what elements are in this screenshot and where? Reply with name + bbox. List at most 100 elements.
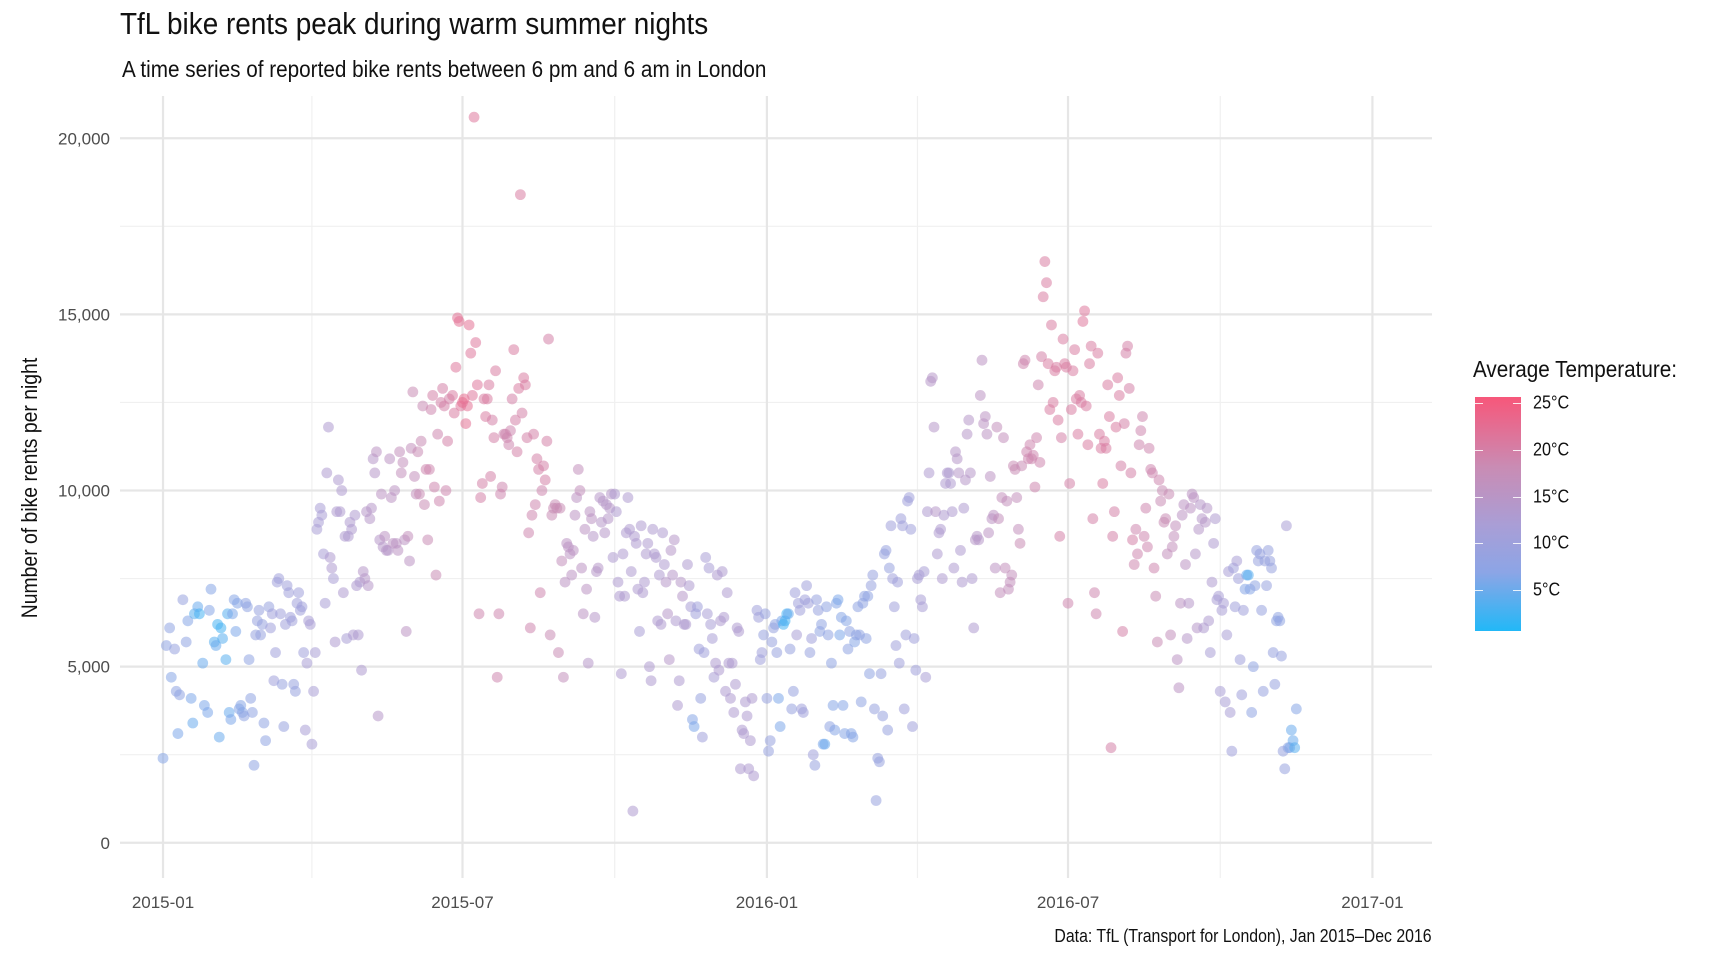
data-point xyxy=(1237,604,1249,616)
data-point xyxy=(577,608,589,620)
data-point xyxy=(903,492,915,503)
data-point xyxy=(1165,629,1176,641)
legend-label: 20°C xyxy=(1533,439,1570,460)
data-point xyxy=(905,523,917,535)
data-point xyxy=(1137,411,1148,422)
data-point xyxy=(806,633,817,644)
data-point xyxy=(157,752,169,764)
data-point xyxy=(816,618,827,630)
data-point xyxy=(840,615,852,627)
data-point xyxy=(1249,580,1261,592)
data-point xyxy=(706,633,718,644)
data-point xyxy=(364,513,376,525)
data-point xyxy=(336,485,348,496)
data-point xyxy=(1055,432,1067,444)
data-point xyxy=(650,552,662,563)
data-point xyxy=(923,467,935,479)
data-point xyxy=(956,576,968,588)
data-point xyxy=(1206,576,1218,588)
data-point xyxy=(860,633,872,644)
data-point xyxy=(369,467,381,479)
data-point xyxy=(248,759,260,771)
data-point xyxy=(589,611,601,623)
y-tick-label: 15,000 xyxy=(58,305,110,324)
data-point xyxy=(409,471,420,482)
data-point xyxy=(283,587,295,599)
data-point xyxy=(1024,439,1036,451)
data-point xyxy=(1219,696,1231,708)
data-point xyxy=(553,647,564,658)
data-point xyxy=(1146,467,1158,479)
data-point xyxy=(1054,530,1066,542)
data-point xyxy=(210,640,222,651)
data-point xyxy=(758,629,769,641)
data-point xyxy=(885,520,897,532)
data-point xyxy=(1089,587,1100,599)
data-point xyxy=(1234,654,1246,666)
data-point xyxy=(362,580,374,592)
data-point xyxy=(953,467,965,479)
data-point xyxy=(243,654,255,666)
data-point xyxy=(882,724,894,736)
data-point xyxy=(334,506,346,518)
data-point xyxy=(1226,745,1238,757)
data-point xyxy=(1113,390,1125,401)
x-tick-label: 2015-01 xyxy=(132,893,194,912)
data-point xyxy=(610,506,622,518)
data-point xyxy=(1112,372,1124,384)
chart-subtitle: A time series of reported bike rents bet… xyxy=(122,56,767,82)
data-point xyxy=(963,414,975,426)
data-point xyxy=(557,671,569,683)
data-point xyxy=(1087,513,1099,525)
y-tick-label: 5,000 xyxy=(67,658,110,677)
data-point xyxy=(417,400,429,412)
data-point xyxy=(308,685,319,697)
data-point xyxy=(366,502,377,514)
data-point xyxy=(660,576,672,588)
data-point xyxy=(705,618,717,630)
data-point xyxy=(574,485,586,496)
data-point xyxy=(783,608,794,620)
data-point xyxy=(1229,601,1241,613)
data-point xyxy=(463,319,475,331)
data-point xyxy=(389,485,401,496)
data-point xyxy=(1047,397,1059,408)
data-point xyxy=(1209,513,1221,525)
data-point xyxy=(203,604,215,616)
legend-tick xyxy=(1513,543,1521,545)
data-point xyxy=(544,629,556,641)
data-point xyxy=(539,474,551,486)
data-point xyxy=(428,481,440,493)
data-point xyxy=(946,506,958,518)
data-point xyxy=(1062,597,1074,609)
data-point xyxy=(673,675,685,687)
data-point xyxy=(174,689,185,701)
data-point xyxy=(1085,340,1097,352)
legend-label: 25°C xyxy=(1533,392,1570,413)
data-point xyxy=(721,587,733,599)
data-point xyxy=(801,580,813,592)
data-point xyxy=(514,189,526,201)
data-point xyxy=(182,615,194,627)
data-point xyxy=(471,379,483,391)
data-point xyxy=(943,467,955,479)
data-point xyxy=(486,414,498,426)
data-point xyxy=(422,534,434,546)
data-point xyxy=(976,354,988,366)
data-point xyxy=(1155,495,1167,507)
data-point xyxy=(1037,291,1049,303)
data-point xyxy=(961,428,973,440)
data-point xyxy=(1142,541,1153,553)
data-point xyxy=(473,608,485,620)
data-point xyxy=(612,576,624,588)
data-point xyxy=(700,552,712,563)
data-point xyxy=(202,707,214,718)
data-point xyxy=(245,692,257,704)
data-point xyxy=(920,671,932,683)
data-point xyxy=(1171,654,1183,666)
data-point xyxy=(655,618,667,630)
data-point xyxy=(332,474,344,486)
data-point xyxy=(1082,439,1094,451)
data-point xyxy=(1102,379,1114,391)
data-point xyxy=(880,545,892,556)
